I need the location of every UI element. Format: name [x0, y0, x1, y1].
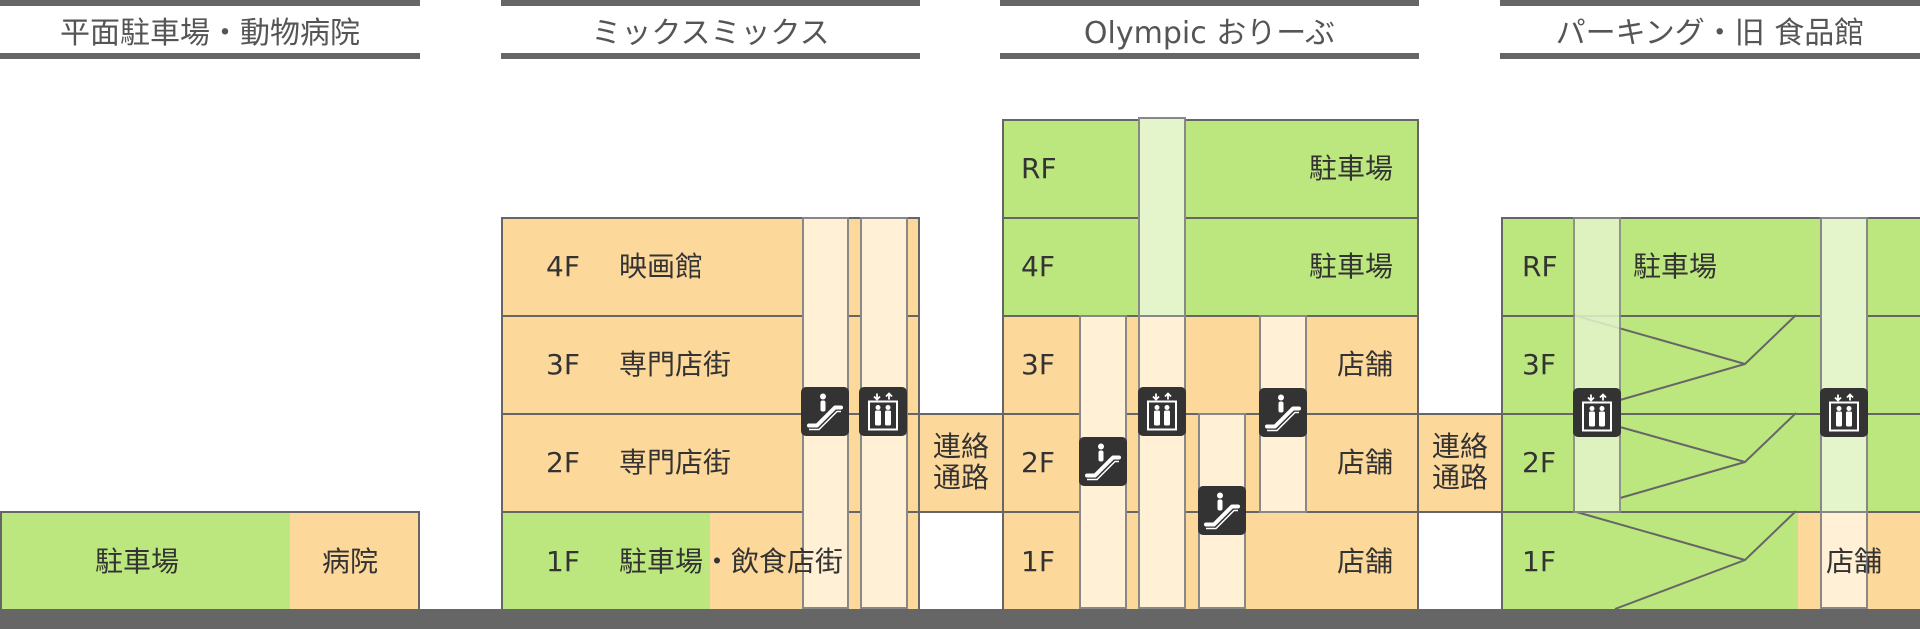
olympic-floor-rf — [1002, 119, 1419, 219]
flat-lot-parking-label: 駐車場 — [95, 545, 180, 578]
floor-label: 4F — [546, 250, 580, 283]
olympic-floor-4f — [1002, 217, 1419, 317]
olympic-elevator-shaft-upper — [1138, 117, 1186, 317]
header-olympic: Olympic おりーぶ — [1000, 0, 1419, 59]
connecting-passage-1: 連絡 通路 — [918, 413, 1004, 513]
floor-name: 駐車場 — [1308, 152, 1393, 185]
escalator-icon — [801, 387, 849, 436]
floor-label: 3F — [1522, 348, 1556, 381]
mixmix-1f-parking-area — [503, 513, 710, 609]
olympic-elevator-shaft-lower — [1138, 315, 1186, 609]
floor-label: 1F — [546, 545, 580, 578]
escalator-icon — [1198, 486, 1246, 535]
floor-label: 4F — [1021, 250, 1055, 283]
floor-name: 店舗 — [1336, 545, 1393, 578]
header-parking: パーキング・旧 食品館 — [1500, 0, 1920, 59]
mixmix-floor-4f — [501, 217, 920, 317]
connector-label-line1: 連絡 — [932, 430, 989, 464]
parking-elevator-shaft-2-upper — [1820, 217, 1868, 513]
elevator-icon — [1820, 388, 1868, 437]
elevator-icon — [1573, 388, 1621, 437]
escalator-icon — [1079, 437, 1127, 486]
floor-label: 3F — [546, 348, 580, 381]
escalator-icon — [1259, 388, 1307, 437]
header-mixmix: ミックスミックス — [501, 0, 920, 59]
floor-label: 1F — [1021, 545, 1055, 578]
floor-name: 店舗 — [1336, 446, 1393, 479]
parking-elevator-shaft-1 — [1573, 217, 1621, 513]
floor-name: 駐車場 — [1308, 250, 1393, 283]
connector-label-line1: 連絡 — [1431, 430, 1488, 464]
floor-label: RF — [1522, 250, 1558, 283]
floor-label: 2F — [1522, 446, 1556, 479]
parking-elevator-shaft-2-lower — [1820, 511, 1868, 609]
connector-label-line2: 通路 — [932, 461, 989, 494]
flat-lot-hospital-area — [290, 513, 418, 609]
floor-name: 店舗 — [1336, 348, 1393, 381]
connector-label-line2: 通路 — [1431, 461, 1488, 494]
olympic-floor-3f — [1002, 315, 1419, 415]
elevator-icon — [1138, 387, 1186, 436]
floor-label: RF — [1021, 152, 1057, 185]
floor-name: 店舗 — [1826, 545, 1883, 578]
connecting-passage-2: 連絡 通路 — [1417, 413, 1503, 513]
floor-label: 2F — [546, 446, 580, 479]
floor-name: 専門店街 — [619, 446, 732, 479]
floor-label: 1F — [1522, 545, 1556, 578]
floor-name: 映画館 — [619, 250, 704, 283]
header-flat-lot: 平面駐車場・動物病院 — [0, 0, 420, 59]
floor-name: 駐車場 — [1633, 250, 1718, 283]
floor-name: 専門店街 — [619, 348, 732, 381]
mixmix-floor-2f — [501, 413, 920, 513]
floor-name: 駐車場・飲食店街 — [619, 545, 844, 578]
ground-line — [0, 609, 1920, 629]
flat-lot-hospital-label: 病院 — [322, 545, 379, 578]
elevator-icon — [859, 387, 907, 436]
floor-label: 3F — [1021, 348, 1055, 381]
mixmix-floor-3f — [501, 315, 920, 415]
floor-label: 2F — [1021, 446, 1055, 479]
